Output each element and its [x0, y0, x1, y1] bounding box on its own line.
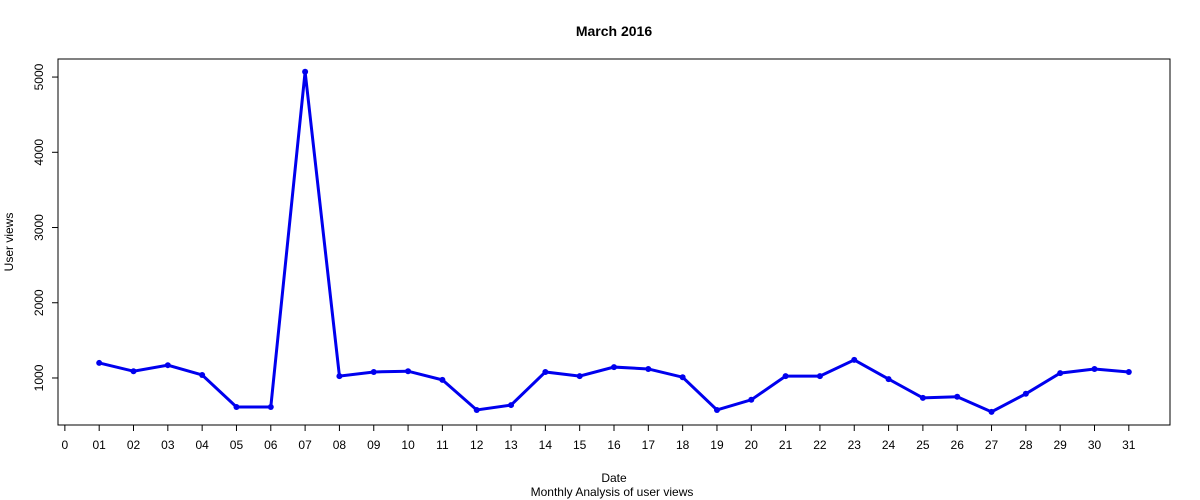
- x-tick-label: 04: [195, 438, 209, 452]
- subtitle: Monthly Analysis of user views: [531, 485, 694, 499]
- x-tick-label: 09: [367, 438, 381, 452]
- data-point: [645, 365, 652, 372]
- data-point: [576, 373, 583, 380]
- x-tick-label: 02: [127, 438, 141, 452]
- x-tick-label: 22: [813, 438, 827, 452]
- x-tick-label: 23: [848, 438, 862, 452]
- data-point: [919, 394, 926, 401]
- data-point: [1057, 370, 1064, 377]
- data-point: [96, 359, 103, 366]
- y-tick-label: 2000: [32, 289, 46, 316]
- x-tick-label: 12: [470, 438, 484, 452]
- y-tick-label: 4000: [32, 139, 46, 166]
- x-tick-label: 01: [93, 438, 107, 452]
- y-tick-label: 3000: [32, 214, 46, 241]
- plot-frame: [57, 58, 1171, 426]
- data-point: [508, 402, 515, 409]
- data-point: [713, 406, 720, 413]
- data-point: [748, 396, 755, 403]
- x-tick-label: 13: [504, 438, 518, 452]
- x-tick-label: 08: [333, 438, 347, 452]
- y-tick-label: 1000: [32, 364, 46, 391]
- x-axis-label: Date: [601, 471, 627, 485]
- data-point: [816, 373, 823, 380]
- data-line: [98, 71, 1129, 414]
- data-point: [233, 403, 240, 410]
- data-point: [885, 376, 892, 383]
- data-point: [473, 406, 480, 413]
- chart-title: March 2016: [576, 23, 652, 39]
- data-point: [679, 374, 686, 381]
- x-tick-label: 28: [1019, 438, 1033, 452]
- data-point: [954, 393, 961, 400]
- data-point: [370, 368, 377, 375]
- y-axis-label: User views: [2, 213, 16, 272]
- x-tick-label: 0: [62, 438, 69, 452]
- data-point: [782, 373, 789, 380]
- x-tick-label: 07: [298, 438, 312, 452]
- x-tick-label: 03: [161, 438, 175, 452]
- data-point: [164, 362, 171, 369]
- x-tick-label: 14: [539, 438, 553, 452]
- x-tick-label: 21: [779, 438, 793, 452]
- x-tick-label: 17: [642, 438, 656, 452]
- x-tick-label: 11: [436, 438, 449, 452]
- x-tick-label: 10: [401, 438, 415, 452]
- data-point: [267, 403, 274, 410]
- data-point: [302, 68, 309, 75]
- data-point: [1091, 365, 1098, 372]
- data-point: [439, 376, 446, 383]
- x-tick-label: 29: [1053, 438, 1067, 452]
- data-point: [611, 364, 617, 371]
- x-tick-label: 24: [882, 438, 896, 452]
- data-point: [1125, 368, 1132, 375]
- x-tick-label: 05: [230, 438, 244, 452]
- x-tick-label: 20: [745, 438, 759, 452]
- data-point: [1022, 390, 1029, 397]
- y-tick-label: 5000: [32, 63, 46, 90]
- data-point: [851, 356, 858, 363]
- x-tick-label: 25: [916, 438, 930, 452]
- x-tick-label: 15: [573, 438, 587, 452]
- data-point: [130, 368, 137, 375]
- x-tick-label: 27: [985, 438, 999, 452]
- data-point: [542, 368, 549, 375]
- data-point: [336, 373, 343, 380]
- x-tick-label: 19: [710, 438, 724, 452]
- x-tick-label: 06: [264, 438, 278, 452]
- data-point: [405, 368, 412, 375]
- x-tick-label: 31: [1122, 438, 1136, 452]
- x-tick-label: 30: [1088, 438, 1102, 452]
- data-point: [199, 371, 206, 378]
- x-tick-label: 18: [676, 438, 690, 452]
- x-tick-label: 16: [607, 438, 621, 452]
- x-tick-label: 26: [951, 438, 965, 452]
- data-point: [988, 408, 995, 415]
